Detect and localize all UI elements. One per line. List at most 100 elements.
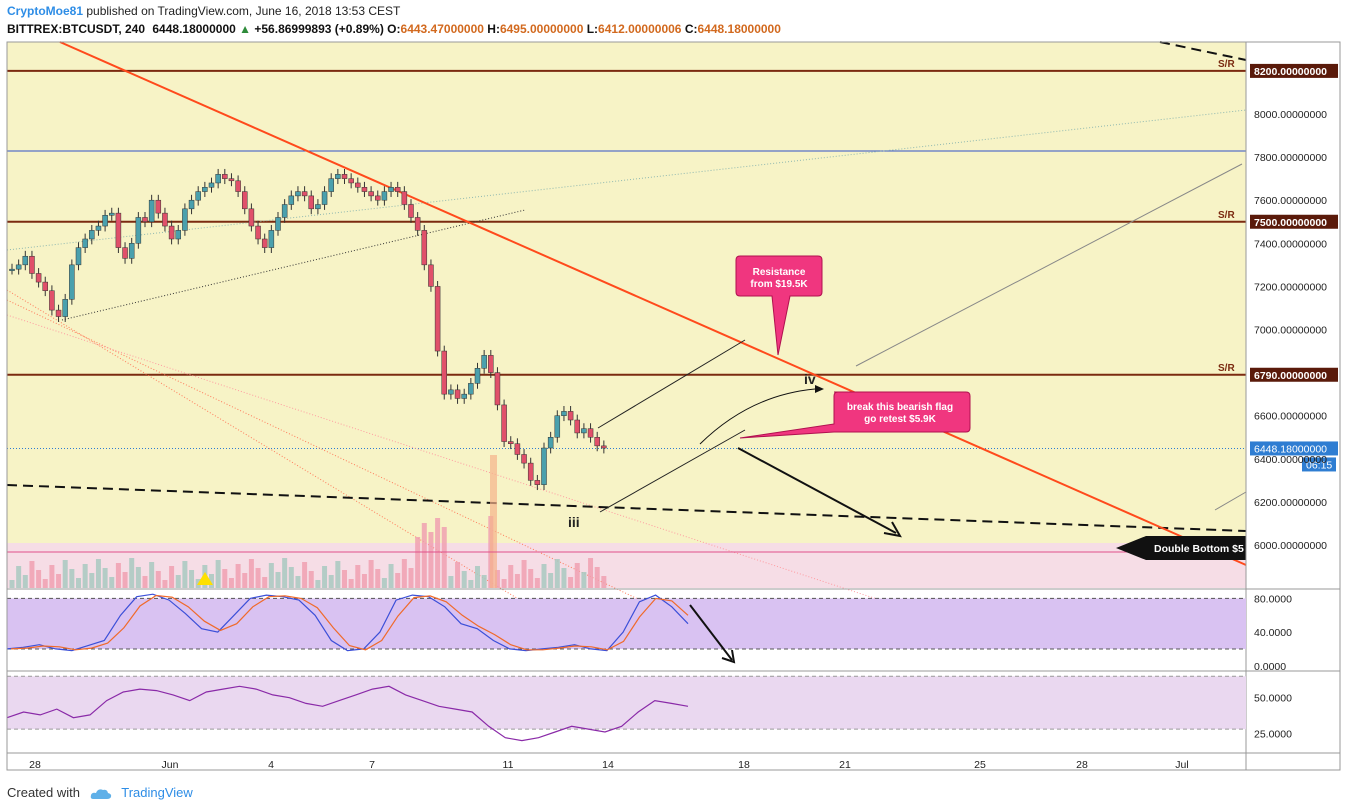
close-value: 6448.18000000 bbox=[697, 22, 781, 36]
volume-bar bbox=[401, 559, 407, 588]
time-tick-label: 21 bbox=[839, 759, 851, 771]
candle-body bbox=[135, 217, 142, 244]
candle-body bbox=[228, 178, 235, 182]
candle-body bbox=[288, 195, 295, 205]
volume-bar bbox=[594, 567, 600, 588]
candle-body bbox=[468, 383, 474, 395]
wave-label-iii: iii bbox=[568, 514, 580, 530]
volume-bar bbox=[521, 560, 527, 588]
double-bottom-callout bbox=[1116, 536, 1246, 560]
volume-bar bbox=[22, 575, 28, 588]
candle-body bbox=[75, 247, 82, 266]
candle-body bbox=[534, 480, 541, 485]
volume-bar bbox=[36, 570, 42, 588]
candle-body bbox=[448, 389, 454, 395]
up-scenario-arrow bbox=[699, 388, 816, 445]
flag-lower-line bbox=[599, 429, 746, 513]
candle-body bbox=[188, 199, 195, 210]
candle-body bbox=[222, 174, 228, 179]
time-tick-label: Jun bbox=[162, 759, 179, 771]
candle-body bbox=[574, 419, 580, 434]
candle-body bbox=[82, 238, 88, 248]
volume-bar bbox=[155, 571, 161, 588]
volume-bar bbox=[255, 568, 261, 588]
candle-body bbox=[122, 247, 128, 259]
stoch-d-line bbox=[10, 594, 689, 651]
price-tick-label: 8000.00000000 bbox=[1254, 109, 1327, 121]
candle-body bbox=[242, 191, 248, 210]
volume-bar bbox=[368, 560, 374, 588]
publish-info: CryptoMoe81 published on TradingView.com… bbox=[7, 4, 400, 18]
volume-bar bbox=[95, 559, 101, 588]
close-label: C: bbox=[684, 22, 698, 36]
time-tick-label: 11 bbox=[503, 759, 514, 771]
volume-bar bbox=[574, 563, 580, 588]
volume-bar bbox=[42, 579, 48, 588]
volume-bar bbox=[461, 571, 467, 588]
candle-body bbox=[355, 182, 361, 188]
price-tick-label: 6600.00000000 bbox=[1254, 411, 1327, 423]
stoch-arrow-head-icon bbox=[721, 649, 736, 664]
volume-bar bbox=[115, 563, 121, 588]
descending-trendline bbox=[59, 41, 1247, 566]
volume-bar bbox=[441, 527, 447, 588]
volume-bar bbox=[189, 570, 195, 588]
volume-bar bbox=[89, 573, 95, 588]
candle-body bbox=[461, 393, 467, 399]
author-name[interactable]: CryptoMoe81 bbox=[7, 4, 84, 18]
candle-body bbox=[168, 225, 175, 240]
volume-bar bbox=[561, 568, 567, 588]
volume-bar bbox=[222, 569, 228, 588]
volume-bar bbox=[328, 575, 334, 588]
tradingview-brand[interactable]: TradingView bbox=[121, 785, 193, 800]
time-tick-label: Jul bbox=[1175, 759, 1188, 771]
stoch-tick-label: 80.0000 bbox=[1254, 593, 1292, 605]
candle-body bbox=[109, 212, 115, 216]
stoch-down-arrow bbox=[689, 604, 733, 661]
volume-bar bbox=[69, 569, 75, 588]
candle-body bbox=[182, 208, 188, 231]
ohlc-bar: BITTREX:BTCUSDT, 240 6448.18000000 ▲ +56… bbox=[7, 22, 781, 36]
candle-body bbox=[428, 264, 434, 287]
resistance-text-2: from $19.5K bbox=[750, 279, 808, 290]
volume-bar bbox=[315, 580, 321, 588]
dotted-trendline-upper bbox=[6, 109, 1247, 251]
volume-bar bbox=[388, 564, 394, 588]
sr-label: S/R bbox=[1218, 59, 1235, 70]
candle-body bbox=[142, 217, 148, 223]
candle-body bbox=[441, 350, 447, 395]
volume-group bbox=[9, 516, 607, 588]
candle-body bbox=[175, 230, 181, 240]
symbol-label: BITTREX:BTCUSDT, 240 bbox=[7, 22, 146, 36]
volume-bar bbox=[9, 580, 15, 588]
volume-bar bbox=[149, 562, 155, 588]
candle-body bbox=[341, 174, 348, 179]
projection-line bbox=[855, 163, 1243, 367]
published-text: published on TradingView.com, June 16, 2… bbox=[86, 4, 401, 18]
candle-body bbox=[488, 355, 494, 373]
candle-body bbox=[501, 404, 507, 442]
volume-bar bbox=[322, 566, 328, 588]
candle-body bbox=[275, 217, 281, 231]
volume-bar bbox=[348, 579, 354, 588]
volume-bar bbox=[395, 573, 401, 588]
candle-body bbox=[62, 299, 68, 317]
candle-body bbox=[235, 180, 241, 192]
dotted-trendline-support bbox=[61, 209, 526, 321]
candle-body bbox=[401, 191, 408, 205]
candle-body bbox=[381, 191, 388, 201]
flag-text: break this bearish flag bbox=[847, 402, 953, 413]
warning-marker-icon bbox=[197, 572, 213, 585]
candle-body bbox=[315, 204, 321, 210]
volume-bar bbox=[228, 578, 234, 588]
volume-bar bbox=[16, 566, 22, 588]
volume-bar bbox=[541, 564, 547, 588]
candle-body bbox=[421, 230, 428, 266]
dashed-top-line bbox=[1159, 41, 1247, 61]
flag-upper-line bbox=[597, 339, 746, 429]
candle-body bbox=[208, 182, 215, 188]
volume-bar bbox=[601, 576, 607, 588]
candle-body bbox=[261, 238, 268, 248]
candle-body bbox=[248, 208, 255, 227]
